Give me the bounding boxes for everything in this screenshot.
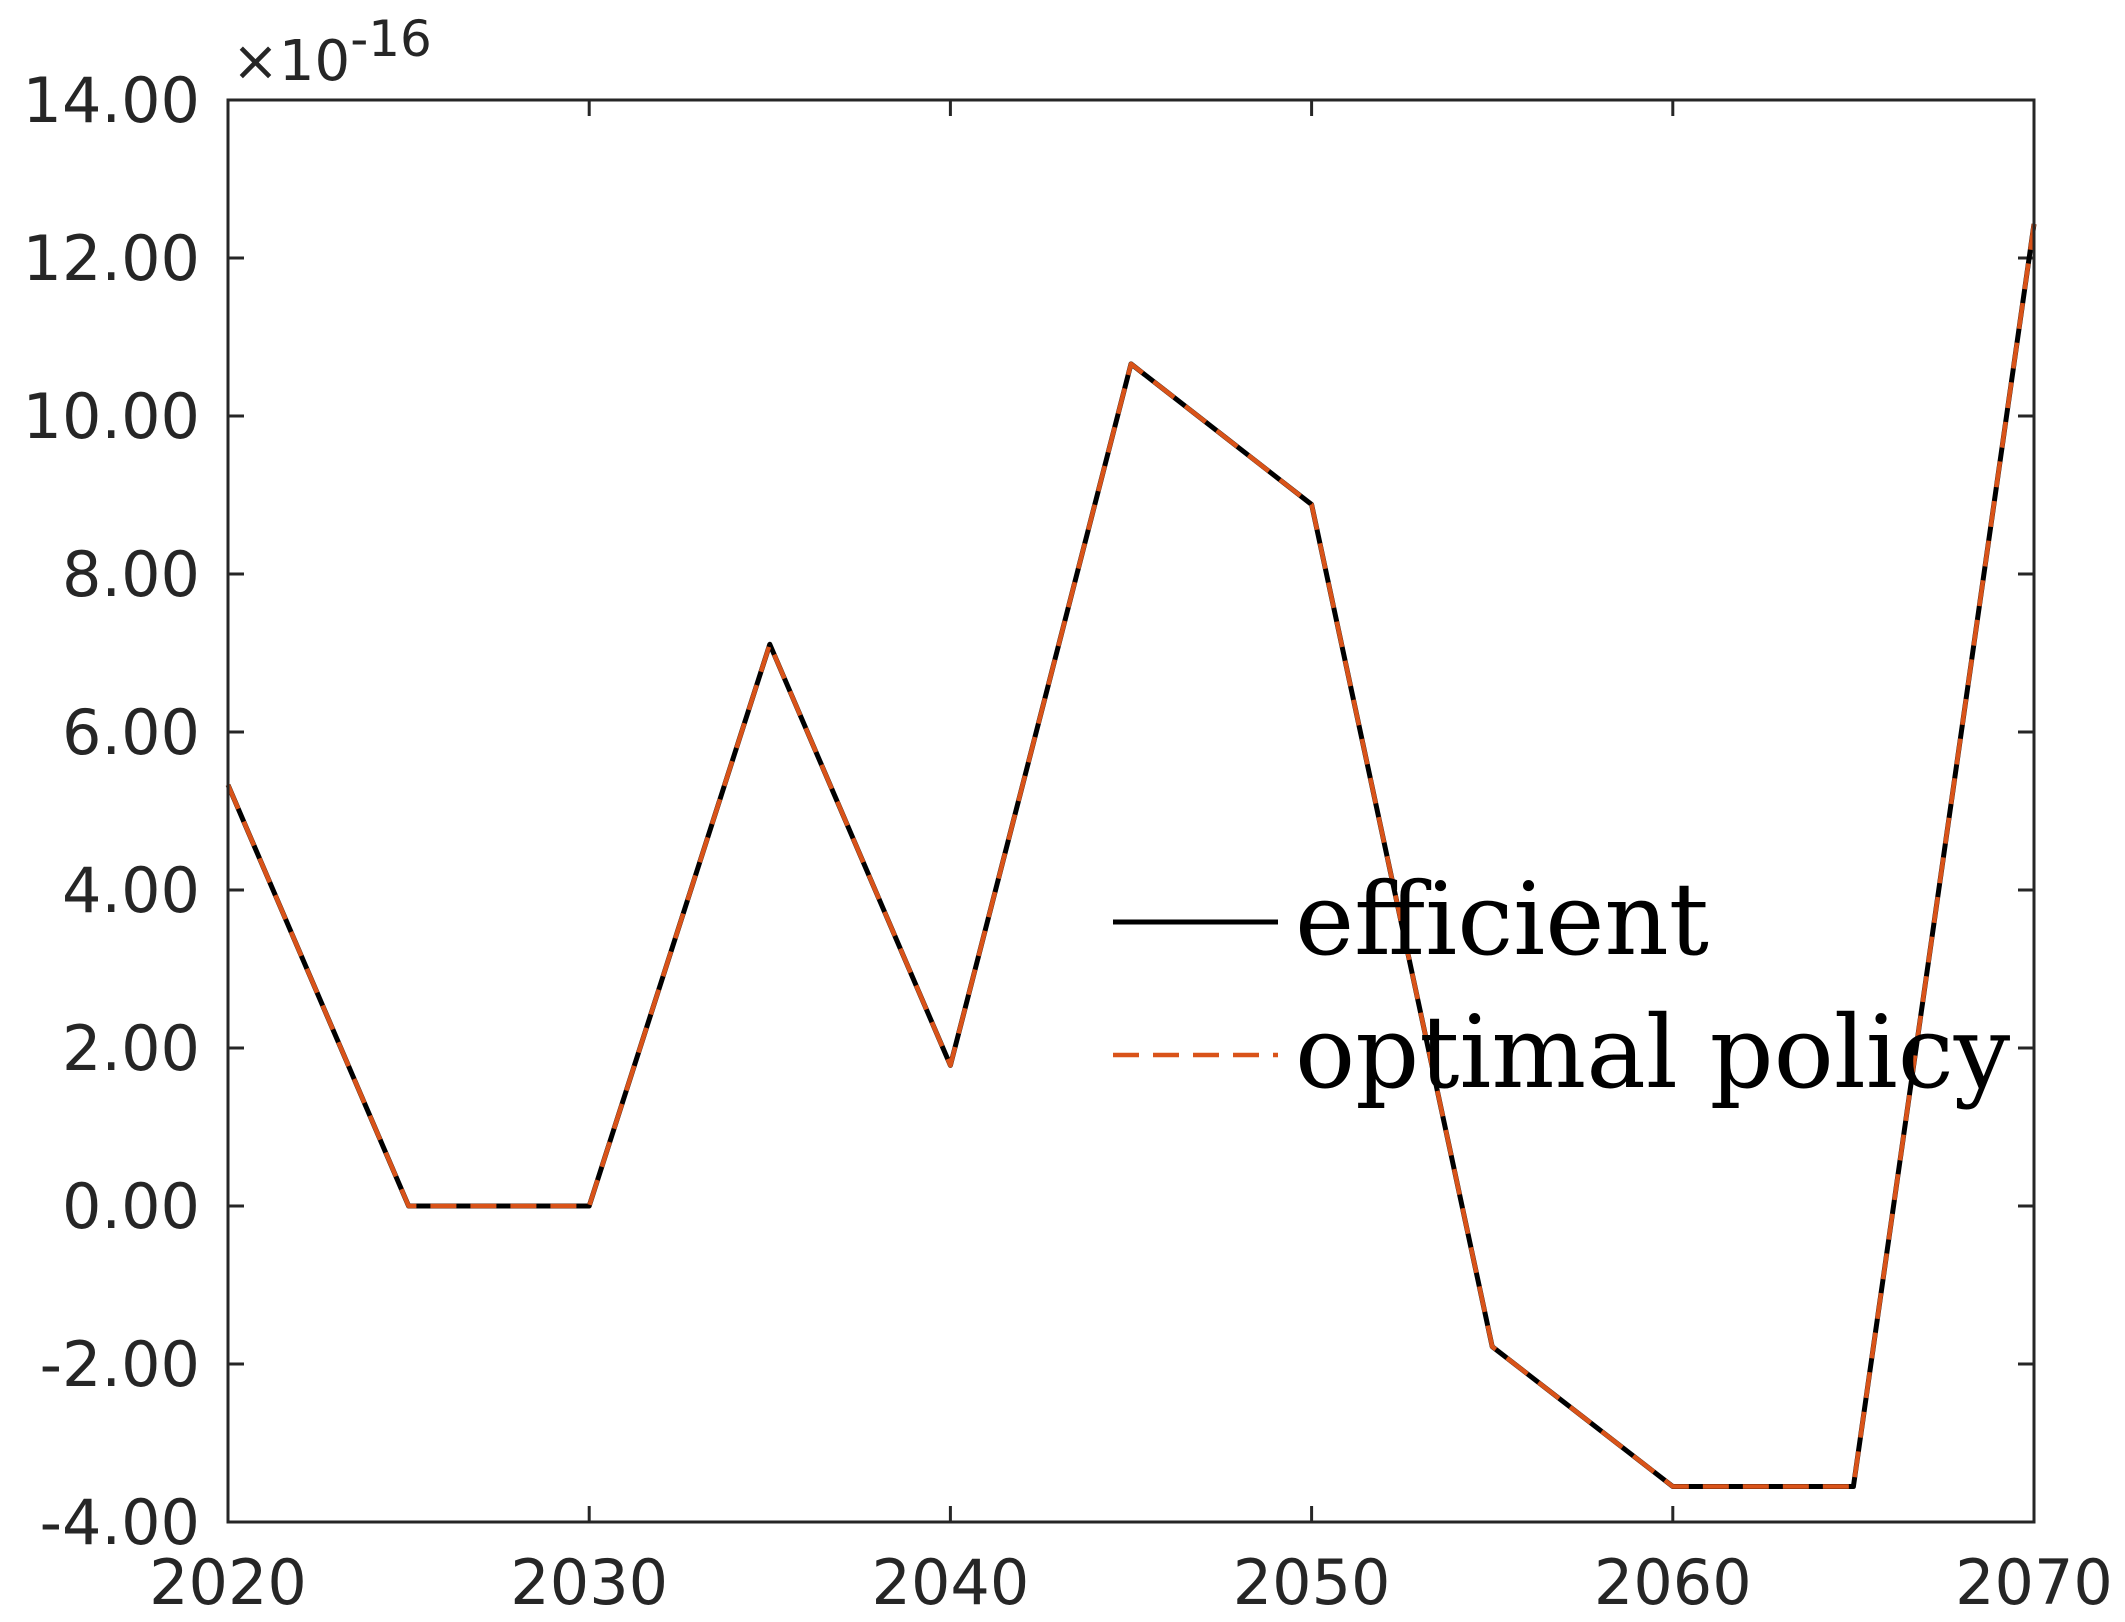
- x-tick-label: 2050: [1233, 1546, 1391, 1619]
- x-tick-label: 2070: [1955, 1546, 2113, 1619]
- legend-label-1: optimal policy: [1295, 994, 2011, 1111]
- x-tick-label: 2060: [1594, 1546, 1752, 1619]
- tick-labels: 2020 2030 2040 2050 2060 2070 -4.00 -2.00 0.00 2.…: [23, 64, 2113, 1619]
- x-tick-label: 2030: [510, 1546, 668, 1619]
- legend: efficient optimal policy: [1113, 861, 2011, 1111]
- plot-background: [228, 100, 2034, 1522]
- y-tick-label: 2.00: [62, 1012, 200, 1085]
- axes-box: [226, 98, 2036, 1524]
- y-tick-label: 6.00: [62, 696, 200, 769]
- x-tick-label: 2040: [872, 1546, 1030, 1619]
- y-tick-label: 8.00: [62, 538, 200, 611]
- y-tick-label: 0.00: [62, 1170, 200, 1243]
- series-layer: [225, 223, 2037, 1489]
- y-tick-label: 10.00: [23, 380, 201, 453]
- y-tick-label: 14.00: [23, 64, 201, 137]
- legend-label-0: efficient: [1295, 861, 1709, 978]
- y-tick-label: 4.00: [62, 854, 200, 927]
- y-tick-label: -4.00: [40, 1486, 200, 1559]
- y-exponent-base: ×10: [232, 29, 350, 94]
- y-tick-label: 12.00: [23, 222, 201, 295]
- x-tick-label: 2020: [149, 1546, 307, 1619]
- y-tick-label: -2.00: [40, 1328, 200, 1401]
- y-exponent-power: -16: [350, 10, 432, 68]
- y-exponent-label: ×10-16: [232, 10, 432, 94]
- series-line-1: [225, 223, 2037, 1489]
